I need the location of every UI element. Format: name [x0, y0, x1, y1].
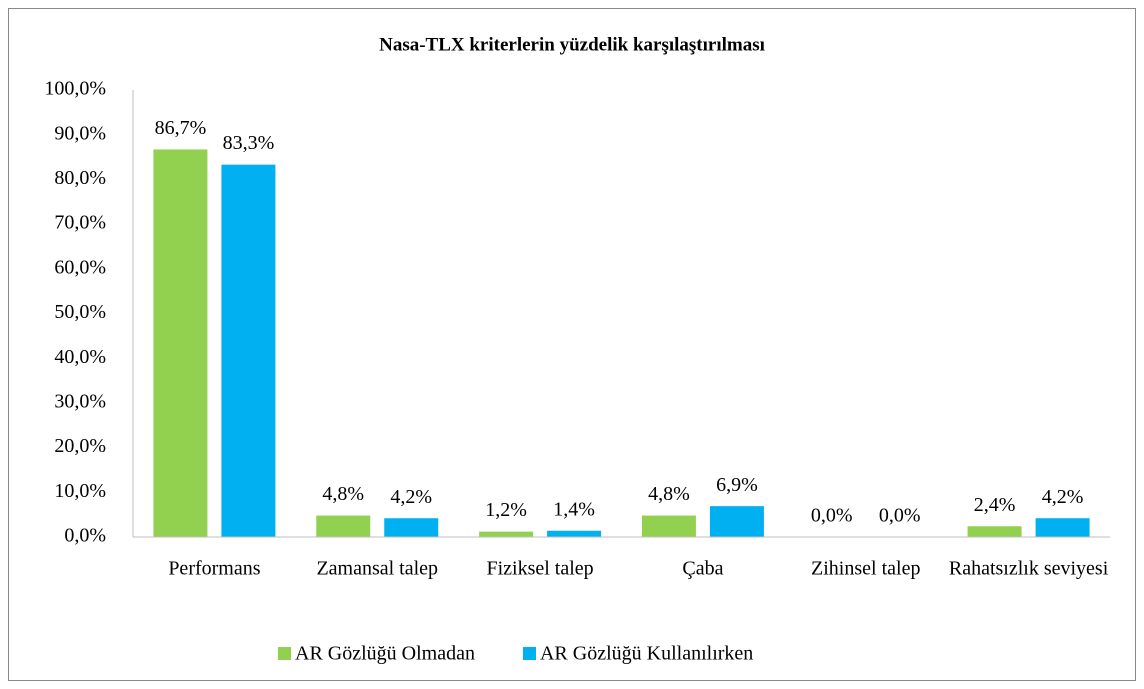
y-tick-label: 30,0% [54, 390, 106, 412]
x-tick-label: Fiziksel talep [486, 558, 593, 580]
y-tick-label: 0,0% [64, 525, 106, 547]
x-tick-label: Çaba [682, 558, 723, 580]
bar [967, 526, 1022, 537]
chart-title: Nasa-TLX kriterlerin yüzdelik karşılaştı… [379, 34, 765, 55]
y-tick-label: 40,0% [54, 346, 106, 368]
legend-label: AR Gözlüğü Kullanılırken [540, 643, 753, 665]
data-label: 86,7% [155, 117, 207, 139]
legend-label: AR Gözlüğü Olmadan [295, 643, 475, 665]
bar [641, 515, 696, 537]
y-tick-label: 70,0% [54, 212, 106, 234]
data-label: 0,0% [879, 505, 921, 527]
y-tick-label: 100,0% [44, 78, 106, 100]
y-tick-label: 90,0% [54, 122, 106, 144]
bar [316, 515, 371, 537]
y-tick-label: 50,0% [54, 301, 106, 323]
x-tick-label: Rahatsızlık seviyesi [949, 558, 1109, 580]
data-label: 4,2% [1042, 486, 1084, 508]
data-label: 4,8% [322, 483, 364, 505]
data-label: 4,2% [390, 486, 432, 508]
legend-swatch [522, 647, 536, 660]
x-tick-label: Performans [168, 558, 260, 580]
data-label: 0,0% [811, 505, 853, 527]
y-tick-label: 80,0% [54, 167, 106, 189]
data-label: 1,2% [485, 499, 527, 521]
data-label: 83,3% [223, 132, 275, 154]
data-label: 6,9% [716, 474, 758, 496]
data-label: 2,4% [974, 494, 1016, 516]
bar [709, 506, 764, 537]
data-label: 4,8% [648, 483, 690, 505]
y-tick-label: 20,0% [54, 435, 106, 457]
x-tick-label: Zihinsel talep [811, 558, 920, 580]
bar [153, 149, 208, 538]
bar [384, 518, 439, 537]
data-label: 1,4% [553, 498, 595, 520]
x-tick-label: Zamansal talep [316, 558, 438, 580]
y-tick-label: 10,0% [54, 480, 106, 502]
bar [1035, 518, 1090, 537]
bar [547, 530, 602, 537]
y-tick-label: 60,0% [54, 256, 106, 278]
bar [479, 531, 534, 537]
bar [221, 164, 276, 538]
legend-swatch [278, 647, 291, 660]
